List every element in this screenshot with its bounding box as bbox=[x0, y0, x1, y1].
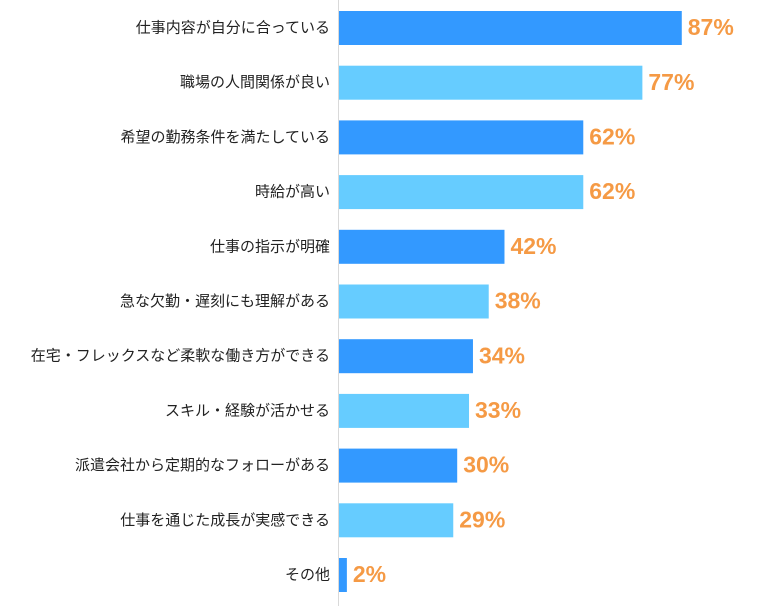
bar bbox=[339, 175, 584, 210]
category-label: 仕事の指示が明確 bbox=[210, 237, 330, 255]
category-label: 急な欠勤・遅刻にも理解がある bbox=[120, 292, 330, 310]
bar bbox=[339, 393, 470, 428]
value-label: 2% bbox=[353, 561, 386, 587]
bar bbox=[339, 65, 643, 100]
bar bbox=[339, 284, 489, 319]
category-label: 仕事を通じた成長が実感できる bbox=[120, 511, 330, 529]
value-label: 42% bbox=[510, 233, 556, 259]
value-label: 33% bbox=[475, 397, 521, 423]
value-label: 34% bbox=[479, 342, 525, 368]
bar bbox=[339, 11, 682, 45]
bar bbox=[339, 339, 473, 374]
value-label: 29% bbox=[459, 506, 505, 532]
category-label: 仕事内容が自分に合っている bbox=[136, 19, 330, 37]
bar bbox=[339, 558, 347, 592]
category-label: 希望の勤務条件を満たしている bbox=[120, 128, 330, 146]
bar bbox=[339, 229, 505, 264]
value-label: 87% bbox=[688, 14, 734, 40]
category-label: 職場の人間関係が良い bbox=[180, 73, 330, 91]
bar bbox=[339, 120, 584, 155]
category-label: 在宅・フレックスなど柔軟な働き方ができる bbox=[31, 347, 330, 365]
value-label: 77% bbox=[648, 69, 694, 95]
bar bbox=[339, 503, 454, 538]
bar bbox=[339, 448, 458, 483]
value-label: 62% bbox=[589, 123, 635, 149]
category-label: スキル・経験が活かせる bbox=[165, 401, 330, 419]
value-label: 38% bbox=[495, 288, 541, 314]
value-label: 30% bbox=[463, 452, 509, 478]
category-label: 派遣会社から定期的なフォローがある bbox=[75, 456, 330, 474]
category-label: 時給が高い bbox=[255, 183, 330, 201]
value-label: 62% bbox=[589, 178, 635, 204]
category-label: その他 bbox=[285, 566, 330, 584]
